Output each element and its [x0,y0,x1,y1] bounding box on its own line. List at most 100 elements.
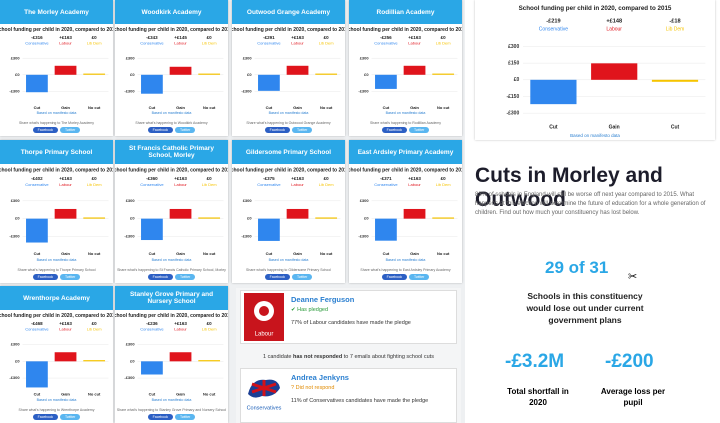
pledge-status: ? Did not respond [291,385,335,391]
x-tick-label: Gain [176,105,185,110]
value-label: -£236 [146,321,158,326]
bar [26,74,48,93]
share-button[interactable]: Facebook [32,127,59,133]
bar [26,218,48,243]
share-footer: Share what's happening to Rodillian Acad… [349,121,462,135]
legend-entry: Conservative [257,182,281,187]
value-label: £0 [207,321,213,326]
bar [54,208,77,219]
school-name: East Ardsley Primary Academy [349,140,462,164]
y-tick-label: £300 [11,198,21,203]
bar [198,217,221,219]
value-label: -£402 [31,176,43,181]
share-button[interactable]: Facebook [264,127,291,133]
x-tick-label: No cut [320,251,333,256]
share-button[interactable]: Twitter [292,274,313,280]
legend-entry: Conservative [374,182,398,187]
y-tick-label: -£300 [358,88,369,93]
status-text: Did not respond [295,385,335,391]
share-button[interactable]: Facebook [147,274,174,280]
mini-chart: School funding per child in 2020, compar… [115,313,228,402]
chart-note: Based on manifesto data [386,258,426,262]
share-button[interactable]: Facebook [381,274,408,280]
chart-note: Based on manifesto data [152,111,192,115]
candidate-name: Deanne Ferguson [291,295,355,304]
x-tick-label: Gain [61,392,70,397]
y-tick-label: £300 [360,198,370,203]
chart-note: Based on manifesto data [269,111,309,115]
legend-entry: Labour [606,27,622,33]
bar [169,208,192,219]
chart-title: School funding per child in 2020, compar… [115,313,228,319]
x-tick-label: Cut [266,105,273,110]
bar [315,73,338,75]
share-button[interactable]: Facebook [32,414,59,420]
bar [141,361,163,375]
legend-entry: Conservative [374,40,398,45]
y-tick-label: -£300 [9,375,20,380]
y-tick-label: -£300 [124,375,135,380]
x-tick-label: Cut [266,251,273,256]
chart-title: School funding per child in 2020, compar… [0,167,113,173]
share-button[interactable]: Facebook [32,274,59,280]
share-button[interactable]: Twitter [175,414,196,420]
share-button[interactable]: Facebook [264,274,291,280]
x-tick-label: Gain [176,251,185,256]
main-chart: School funding per child in 2020, compar… [506,5,706,138]
value-label: +£163 [174,321,187,326]
share-footer: Share what's happening to Outwood Grange… [232,121,345,135]
share-button[interactable]: Twitter [292,127,313,133]
y-tick-label: -£150 [506,94,519,100]
legend-entry: Labour [59,40,72,45]
share-button[interactable]: Twitter [175,127,196,133]
school-card: Woodkirk Academy School funding per child… [115,0,228,136]
share-button[interactable]: Facebook [147,414,174,420]
x-tick-label: Gain [410,105,419,110]
share-button[interactable]: Twitter [60,274,81,280]
legend-entry: Labour [408,182,421,187]
bar [651,79,699,82]
mini-chart: School funding per child in 2020, compar… [115,27,228,115]
share-button[interactable]: Twitter [60,127,81,133]
y-tick-label: -£300 [506,110,519,116]
x-tick-label: Gain [61,251,70,256]
legend-entry: Conservative [140,327,164,332]
y-tick-label: £0 [15,216,20,221]
legend-entry: Conservative [25,40,49,45]
chart-title: School funding per child in 2020, compar… [349,167,462,173]
share-button[interactable]: Twitter [175,274,196,280]
legend-entry: Lib Dem [436,40,452,45]
y-tick-label: £150 [508,60,519,66]
value-label: £0 [92,176,98,181]
value-label: +£163 [291,176,304,181]
share-text: Share what's happening to East Ardsley P… [360,268,451,272]
share-button[interactable]: Twitter [409,127,430,133]
legend-entry: Conservative [257,40,281,45]
note-start: 1 candidate [263,354,292,360]
bar [26,361,48,388]
chart-title: School funding per child in 2020, compar… [519,5,672,12]
legend-entry: Conservative [25,182,49,187]
share-button[interactable]: Facebook [381,127,408,133]
value-label: £0 [92,35,98,40]
x-tick-label: Cut [383,105,390,110]
value-label: -£371 [380,176,392,181]
share-button[interactable]: Facebook [147,127,174,133]
y-tick-label: -£300 [241,234,252,239]
school-name: Thorpe Primary School [0,140,113,164]
x-tick-label: Cut [149,105,156,110]
share-button[interactable]: Twitter [409,274,430,280]
share-footer: Share what's happening to Woodkirk Acade… [115,121,228,135]
chart-note: Based on manifesto data [386,111,426,115]
candidate-name: Andrea Jenkyns [291,373,349,382]
value-label: £0 [441,35,447,40]
mini-chart: School funding per child in 2020, compar… [232,27,345,115]
value-label: +£163 [291,35,304,40]
x-tick-label: No cut [320,105,333,110]
y-tick-label: £0 [130,72,135,77]
share-footer: Share what's happening to East Ardsley P… [349,268,462,282]
share-button[interactable]: Twitter [60,414,81,420]
bar [54,352,77,362]
school-card: Stanley Grove Primary and Nursery School… [115,286,228,423]
party-logo: Conservatives [244,372,284,411]
